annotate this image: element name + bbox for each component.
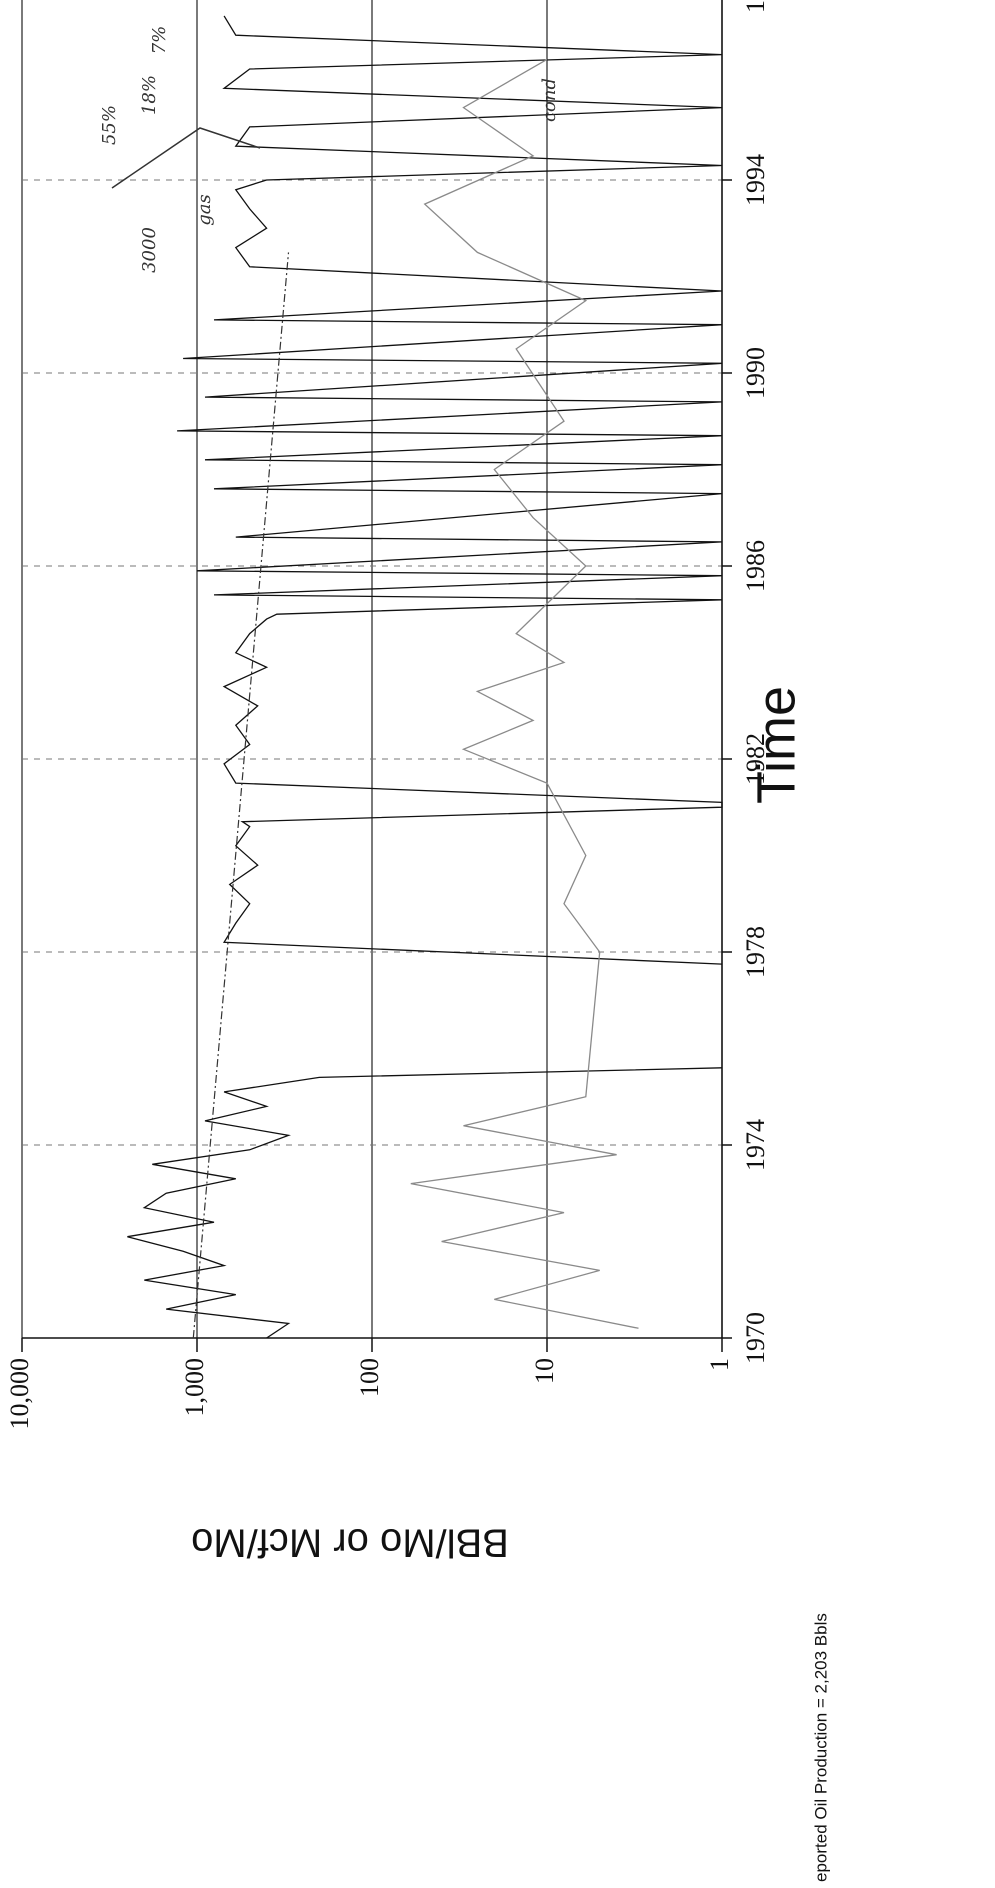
- rotated-frame: 1 10 100 1,000 10,000 1970 1974 1978 1982 1986 199…: [5, 0, 830, 1882]
- annotation: 3000: [139, 227, 160, 273]
- x-tick-label: 1978: [741, 926, 770, 978]
- series-line: [410, 58, 639, 1329]
- y-tick-label: 100: [355, 1358, 384, 1397]
- annotation: cond: [539, 78, 560, 122]
- annotation: 55%: [99, 105, 120, 145]
- y-tick-label: 1: [705, 1358, 734, 1371]
- x-tick-label: 1982: [741, 733, 770, 785]
- plot-area: [127, 15, 723, 1338]
- x-tick-label: 1970: [741, 1312, 770, 1364]
- series-line: [127, 15, 723, 1338]
- annotation-stroke: [111, 127, 261, 189]
- series-line: [192, 252, 290, 1338]
- y-tick-label: 10,000: [5, 1358, 34, 1430]
- x-tick-label: 1990: [741, 347, 770, 399]
- y-tick-label: 1,000: [180, 1358, 209, 1417]
- annotation: 18%: [139, 75, 160, 115]
- annotation: 7%: [149, 26, 170, 55]
- annotation: gas: [194, 194, 215, 226]
- x-axis-title: Time: [746, 686, 806, 804]
- y-tick-label: 10: [530, 1358, 559, 1384]
- x-tick-label: 1998: [741, 0, 770, 13]
- x-tick-label: 1974: [741, 1119, 770, 1171]
- x-tick-label: 1986: [741, 540, 770, 592]
- y-axis-title: BBl/Mo or Mcf/Mo: [191, 1520, 509, 1564]
- footnote: eported Oil Production = 2,203 Bbls: [811, 1613, 830, 1882]
- x-tick-label: 1994: [741, 154, 770, 206]
